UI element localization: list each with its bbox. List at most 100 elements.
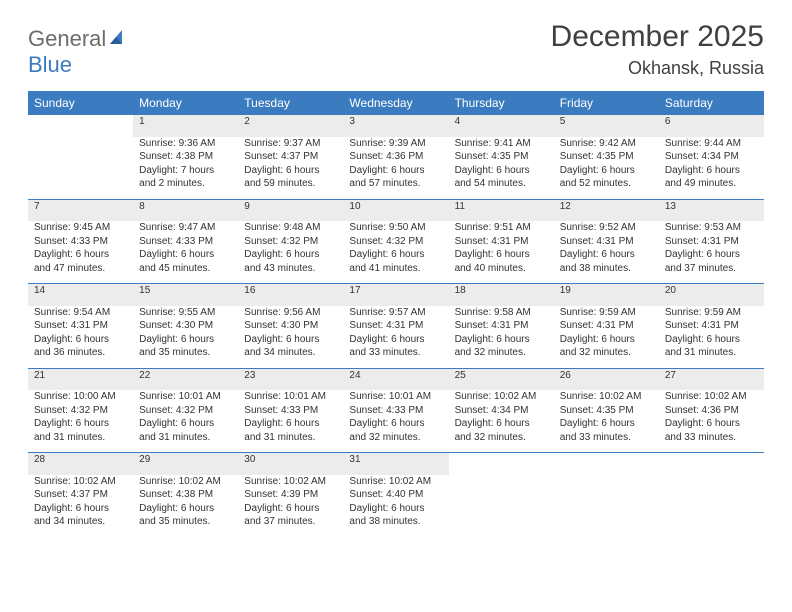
daylight-text: Daylight: 6 hours and 54 minutes. xyxy=(455,164,548,191)
day-cell: Sunrise: 10:01 AMSunset: 4:32 PMDaylight… xyxy=(133,390,238,453)
daynum-row: 14151617181920 xyxy=(28,284,764,306)
sunrise-text: Sunrise: 9:59 AM xyxy=(665,306,758,320)
sunset-text: Sunset: 4:35 PM xyxy=(455,150,548,164)
day-cell: Sunrise: 9:52 AMSunset: 4:31 PMDaylight:… xyxy=(554,221,659,284)
sunrise-text: Sunrise: 9:52 AM xyxy=(560,221,653,235)
sunrise-text: Sunrise: 9:53 AM xyxy=(665,221,758,235)
day-number: 14 xyxy=(28,284,133,306)
daylight-text: Daylight: 6 hours and 34 minutes. xyxy=(34,502,127,529)
day-content-row: Sunrise: 9:45 AMSunset: 4:33 PMDaylight:… xyxy=(28,221,764,284)
day-cell: Sunrise: 10:02 AMSunset: 4:34 PMDaylight… xyxy=(449,390,554,453)
sunrise-text: Sunrise: 9:58 AM xyxy=(455,306,548,320)
day-number: 19 xyxy=(554,284,659,306)
day-cell: Sunrise: 10:02 AMSunset: 4:35 PMDaylight… xyxy=(554,390,659,453)
day-cell: Sunrise: 10:02 AMSunset: 4:40 PMDaylight… xyxy=(343,475,448,537)
sunset-text: Sunset: 4:39 PM xyxy=(244,488,337,502)
sunrise-text: Sunrise: 10:02 AM xyxy=(244,475,337,489)
sunrise-text: Sunrise: 9:51 AM xyxy=(455,221,548,235)
sunset-text: Sunset: 4:31 PM xyxy=(455,235,548,249)
day-cell: Sunrise: 10:02 AMSunset: 4:36 PMDaylight… xyxy=(659,390,764,453)
daylight-text: Daylight: 6 hours and 41 minutes. xyxy=(349,248,442,275)
day-cell: Sunrise: 9:36 AMSunset: 4:38 PMDaylight:… xyxy=(133,137,238,200)
daylight-text: Daylight: 6 hours and 33 minutes. xyxy=(560,417,653,444)
day-cell: Sunrise: 9:50 AMSunset: 4:32 PMDaylight:… xyxy=(343,221,448,284)
day-number: 28 xyxy=(28,453,133,475)
day-cell: Sunrise: 9:58 AMSunset: 4:31 PMDaylight:… xyxy=(449,306,554,369)
sunset-text: Sunset: 4:34 PM xyxy=(665,150,758,164)
day-number: 29 xyxy=(133,453,238,475)
month-title: December 2025 xyxy=(551,20,764,54)
sunset-text: Sunset: 4:37 PM xyxy=(244,150,337,164)
day-cell: Sunrise: 9:55 AMSunset: 4:30 PMDaylight:… xyxy=(133,306,238,369)
day-number: 22 xyxy=(133,368,238,390)
day-number: 18 xyxy=(449,284,554,306)
day-cell xyxy=(554,475,659,537)
dayname-header: Saturday xyxy=(659,91,764,115)
sunrise-text: Sunrise: 9:44 AM xyxy=(665,137,758,151)
sunset-text: Sunset: 4:35 PM xyxy=(560,404,653,418)
sunrise-text: Sunrise: 9:39 AM xyxy=(349,137,442,151)
day-number: 2 xyxy=(238,115,343,137)
daynum-row: 123456 xyxy=(28,115,764,137)
day-number: 9 xyxy=(238,199,343,221)
daylight-text: Daylight: 6 hours and 32 minutes. xyxy=(455,417,548,444)
sunrise-text: Sunrise: 10:02 AM xyxy=(455,390,548,404)
daylight-text: Daylight: 6 hours and 35 minutes. xyxy=(139,333,232,360)
day-number: 5 xyxy=(554,115,659,137)
day-number: 11 xyxy=(449,199,554,221)
sunrise-text: Sunrise: 10:02 AM xyxy=(560,390,653,404)
daynum-row: 28293031 xyxy=(28,453,764,475)
day-cell: Sunrise: 10:01 AMSunset: 4:33 PMDaylight… xyxy=(238,390,343,453)
day-number: 31 xyxy=(343,453,448,475)
sunrise-text: Sunrise: 9:37 AM xyxy=(244,137,337,151)
daylight-text: Daylight: 6 hours and 35 minutes. xyxy=(139,502,232,529)
day-cell: Sunrise: 9:44 AMSunset: 4:34 PMDaylight:… xyxy=(659,137,764,200)
day-number: 27 xyxy=(659,368,764,390)
dayname-header: Monday xyxy=(133,91,238,115)
logo-text: GeneralBlue xyxy=(28,26,128,78)
sunset-text: Sunset: 4:31 PM xyxy=(455,319,548,333)
day-cell: Sunrise: 10:02 AMSunset: 4:37 PMDaylight… xyxy=(28,475,133,537)
sunrise-text: Sunrise: 9:45 AM xyxy=(34,221,127,235)
day-number: 16 xyxy=(238,284,343,306)
daylight-text: Daylight: 6 hours and 43 minutes. xyxy=(244,248,337,275)
day-cell: Sunrise: 9:45 AMSunset: 4:33 PMDaylight:… xyxy=(28,221,133,284)
sunrise-text: Sunrise: 9:42 AM xyxy=(560,137,653,151)
day-cell xyxy=(449,475,554,537)
sunset-text: Sunset: 4:31 PM xyxy=(665,235,758,249)
header: GeneralBlue December 2025 Okhansk, Russi… xyxy=(28,20,764,79)
sunrise-text: Sunrise: 9:47 AM xyxy=(139,221,232,235)
day-cell: Sunrise: 9:54 AMSunset: 4:31 PMDaylight:… xyxy=(28,306,133,369)
daylight-text: Daylight: 6 hours and 45 minutes. xyxy=(139,248,232,275)
daylight-text: Daylight: 6 hours and 31 minutes. xyxy=(665,333,758,360)
day-number: 30 xyxy=(238,453,343,475)
sunset-text: Sunset: 4:31 PM xyxy=(560,319,653,333)
day-number: 1 xyxy=(133,115,238,137)
day-content-row: Sunrise: 10:02 AMSunset: 4:37 PMDaylight… xyxy=(28,475,764,537)
sail-icon xyxy=(108,26,128,52)
daylight-text: Daylight: 6 hours and 47 minutes. xyxy=(34,248,127,275)
daylight-text: Daylight: 6 hours and 52 minutes. xyxy=(560,164,653,191)
daylight-text: Daylight: 6 hours and 36 minutes. xyxy=(34,333,127,360)
sunrise-text: Sunrise: 9:54 AM xyxy=(34,306,127,320)
sunrise-text: Sunrise: 10:02 AM xyxy=(34,475,127,489)
sunrise-text: Sunrise: 10:01 AM xyxy=(349,390,442,404)
day-number: 26 xyxy=(554,368,659,390)
title-block: December 2025 Okhansk, Russia xyxy=(551,20,764,79)
sunrise-text: Sunrise: 10:02 AM xyxy=(139,475,232,489)
day-number: 17 xyxy=(343,284,448,306)
calendar-table: Sunday Monday Tuesday Wednesday Thursday… xyxy=(28,91,764,537)
daylight-text: Daylight: 6 hours and 57 minutes. xyxy=(349,164,442,191)
daylight-text: Daylight: 6 hours and 32 minutes. xyxy=(349,417,442,444)
location-label: Okhansk, Russia xyxy=(551,58,764,79)
day-number: 6 xyxy=(659,115,764,137)
day-cell: Sunrise: 9:47 AMSunset: 4:33 PMDaylight:… xyxy=(133,221,238,284)
sunrise-text: Sunrise: 9:56 AM xyxy=(244,306,337,320)
sunset-text: Sunset: 4:32 PM xyxy=(139,404,232,418)
dayname-header: Tuesday xyxy=(238,91,343,115)
day-number: 21 xyxy=(28,368,133,390)
sunrise-text: Sunrise: 10:00 AM xyxy=(34,390,127,404)
daylight-text: Daylight: 6 hours and 59 minutes. xyxy=(244,164,337,191)
sunrise-text: Sunrise: 9:57 AM xyxy=(349,306,442,320)
sunset-text: Sunset: 4:34 PM xyxy=(455,404,548,418)
